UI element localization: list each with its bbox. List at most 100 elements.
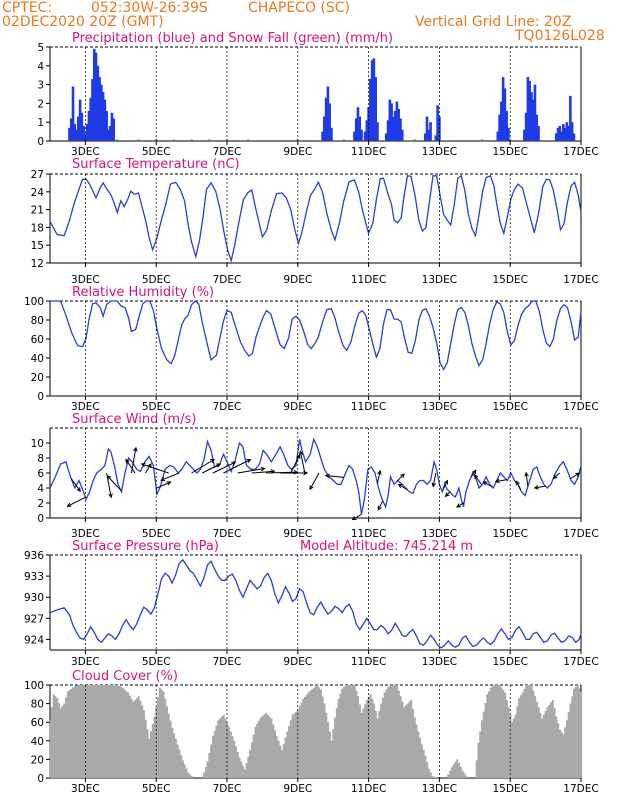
wind-vector-head <box>474 474 479 480</box>
precip-bar <box>374 77 377 141</box>
cloud-bar <box>70 688 73 778</box>
x-tick-label: 3DEC <box>71 146 100 158</box>
x-tick-label: 17DEC <box>563 783 598 795</box>
cloud-bar <box>268 716 271 778</box>
cloud-bar <box>153 716 156 778</box>
snow-bar <box>246 139 250 141</box>
precip-bar <box>100 84 103 141</box>
cloud-bar <box>365 699 369 778</box>
panel-4: 3DEC 5DEC 7DEC 9DEC 11DEC 13DEC 15DEC 17DEC 0 2 4 6… <box>31 412 599 540</box>
x-tick-label: 5DEC <box>142 528 171 540</box>
wind-vector-head <box>456 503 462 508</box>
cloud-bar <box>334 717 337 778</box>
y-tick-label: 24 <box>31 187 45 199</box>
wind-vector <box>125 459 136 474</box>
cloud-bar <box>52 694 55 778</box>
cloud-bar <box>63 703 66 778</box>
cloud-bar <box>73 685 76 778</box>
x-tick-label: 13DEC <box>422 274 457 286</box>
cloud-bar <box>280 750 284 778</box>
snow-bar <box>413 139 416 141</box>
wind-vector-head <box>397 483 403 489</box>
panel-title: Relative Humidity (%) <box>72 285 214 300</box>
x-tick-label: 5DEC <box>142 401 171 413</box>
y-tick-label: 10 <box>31 438 44 450</box>
cloud-bar <box>259 717 262 778</box>
precip-bar <box>385 133 388 141</box>
cloud-bar <box>82 685 85 778</box>
precip-bar <box>425 116 429 141</box>
y-tick-label: 0 <box>37 136 44 148</box>
wind-vector-head <box>515 480 520 486</box>
cloud-bar <box>305 694 308 778</box>
series-line-pressure <box>49 558 582 649</box>
cloud-bar <box>534 696 537 778</box>
precip-bar <box>570 122 574 141</box>
cloud-bar <box>319 689 322 778</box>
cloud-bar <box>261 716 264 778</box>
precip-bar <box>110 112 114 141</box>
snow-bar <box>190 139 193 141</box>
snow-bar <box>480 139 484 141</box>
cloud-bar <box>427 768 430 778</box>
wind-vector-head <box>377 505 382 511</box>
precip-bar <box>98 77 101 141</box>
precip-bar <box>429 122 432 141</box>
y-tick-label: 27 <box>31 169 44 181</box>
cloud-bar <box>178 749 181 778</box>
cloud-bar <box>404 705 407 778</box>
y-tick-label: 933 <box>24 571 44 583</box>
x-tick-label: 7DEC <box>213 656 242 668</box>
cloud-bar <box>296 710 299 778</box>
precip-bar <box>354 118 358 141</box>
cloud-bar <box>327 722 330 778</box>
cloud-bar <box>213 730 216 778</box>
precip-bar <box>112 118 116 141</box>
wind-vector <box>145 463 152 474</box>
cloud-bar <box>88 685 91 778</box>
wind-vector <box>534 485 546 489</box>
x-tick-label: 7DEC <box>213 146 242 158</box>
cloud-bar <box>388 685 392 778</box>
precip-bar <box>558 125 562 141</box>
x-tick-label: 15DEC <box>492 146 527 158</box>
cloud-bar <box>422 750 425 778</box>
panel-title: Surface Pressure (hPa) <box>72 539 219 554</box>
cloud-bar <box>130 698 133 778</box>
precip-bar <box>531 99 535 141</box>
precip-bar <box>326 86 330 141</box>
cloud-bar <box>530 685 533 778</box>
wind-vector <box>201 463 221 474</box>
wind-vector-head <box>533 485 539 490</box>
cloud-bar <box>157 697 160 778</box>
precip-bar <box>501 77 505 141</box>
wind-vector-head <box>482 481 488 486</box>
cloud-bar <box>346 685 349 778</box>
wind-vector-head <box>443 479 448 485</box>
precip-bar <box>393 110 397 141</box>
y-tick-label: 100 <box>24 680 44 692</box>
cloud-bar <box>160 689 163 778</box>
cloud-bar <box>571 696 574 778</box>
x-tick-label: 11DEC <box>351 528 386 540</box>
cloud-bar <box>408 701 411 778</box>
cloud-bar <box>488 691 491 778</box>
precip-bar <box>101 92 105 141</box>
cloud-bar <box>227 726 230 778</box>
cloud-bar <box>222 714 225 778</box>
y-tick-label: 6 <box>37 468 44 480</box>
panel-3: 3DEC 5DEC 7DEC 9DEC 11DEC 13DEC 15DEC 17DEC 0 20 4… <box>24 285 599 413</box>
precip-bar <box>108 125 112 141</box>
wind-vector <box>352 513 362 521</box>
y-tick-label: 15 <box>31 240 44 252</box>
cloud-bar <box>107 685 110 778</box>
precip-bar <box>530 92 533 141</box>
cloud-bar <box>450 766 453 778</box>
cloud-bar <box>578 688 581 778</box>
precip-bar <box>353 131 356 141</box>
cloud-bar <box>344 685 347 778</box>
cloud-bar <box>185 768 188 778</box>
cloud-bar <box>480 720 484 778</box>
cloud-bar <box>75 685 78 778</box>
precip-bar <box>75 129 78 141</box>
